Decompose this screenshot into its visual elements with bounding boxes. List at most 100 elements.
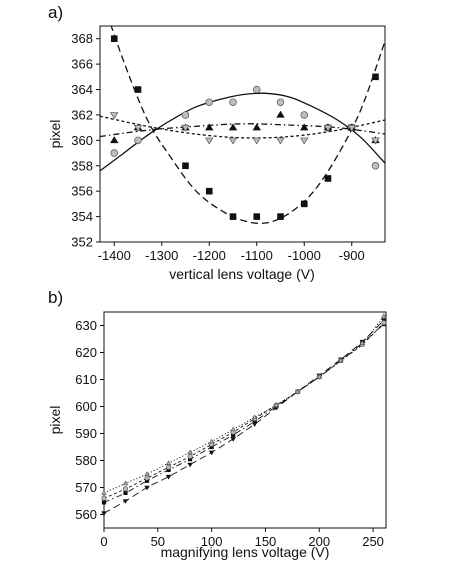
- x-tick-label: -1400: [98, 248, 131, 263]
- y-tick-label: 362: [71, 107, 93, 122]
- series-1-line: [110, 26, 385, 225]
- panel-b-y-axis-title: pixel: [47, 406, 63, 435]
- panel-a-label: a): [48, 3, 63, 22]
- x-tick-label: 200: [308, 534, 330, 549]
- series-1-point: [144, 485, 150, 491]
- series-4-point: [230, 426, 236, 432]
- series-4-point: [208, 438, 215, 444]
- series-1-point: [187, 462, 193, 468]
- panel-a-markers: [110, 35, 380, 220]
- series-2-point: [205, 98, 214, 106]
- series-3-line: [100, 123, 385, 138]
- series-4-point: [110, 112, 119, 120]
- x-tick-label: 150: [255, 534, 277, 549]
- panel-b-x-axis-title: magnifying lens voltage (V): [161, 544, 330, 560]
- series-4-line: [104, 315, 385, 494]
- panel-a-plot-frame: [99, 25, 386, 243]
- panel-b-markers: [101, 313, 387, 516]
- series-3-point: [228, 123, 238, 131]
- x-tick-label: -1000: [288, 248, 321, 263]
- panel-a-x-axis-title: vertical lens voltage (V): [169, 266, 315, 282]
- series-4-point: [251, 414, 258, 420]
- x-tick-label: -1200: [193, 248, 226, 263]
- y-tick-label: 356: [71, 184, 93, 199]
- series-4-point: [181, 124, 190, 132]
- series-3-point: [166, 464, 172, 470]
- series-1-point: [101, 511, 107, 516]
- series-2-point: [371, 162, 380, 170]
- panel-b-plot-frame: [103, 311, 387, 529]
- series-1-point: [372, 73, 379, 81]
- series-4-point: [294, 388, 301, 394]
- y-tick-label: 580: [75, 453, 97, 468]
- y-tick-label: 358: [71, 158, 93, 173]
- y-tick-label: 368: [71, 31, 93, 46]
- x-tick-label: -1100: [241, 248, 273, 263]
- series-1-point: [205, 187, 213, 195]
- series-2-point: [110, 149, 118, 157]
- series-4-point: [381, 313, 387, 318]
- series-3-point: [276, 110, 285, 118]
- series-4-point: [187, 449, 193, 455]
- series-2-point: [181, 111, 190, 119]
- series-4-point: [359, 340, 366, 345]
- y-tick-label: 354: [71, 209, 93, 224]
- panel-a-y-axis-title: pixel: [47, 120, 63, 149]
- panel-b-label: b): [48, 288, 63, 307]
- series-3-line: [104, 322, 385, 499]
- series-2-point: [276, 98, 285, 106]
- y-tick-label: 610: [75, 372, 97, 387]
- series-2-point: [229, 98, 237, 106]
- series-1-point: [230, 437, 236, 442]
- series-1-line: [104, 319, 385, 514]
- y-tick-label: 620: [75, 345, 97, 360]
- panel-b-ticks: 0 50 100 150 200 250 560 570 580 590 600 610 620 630: [75, 318, 384, 549]
- series-4-point: [165, 460, 172, 465]
- panel-a-fit-curves: [100, 26, 385, 225]
- series-4-point: [133, 124, 143, 132]
- series-4-point: [316, 374, 323, 379]
- series-1-point: [122, 499, 129, 504]
- x-tick-label: -1300: [145, 248, 178, 263]
- y-tick-label: 630: [75, 318, 97, 333]
- series-1-point: [110, 35, 118, 43]
- panel-b-lines: [104, 315, 385, 514]
- x-tick-label: 100: [201, 534, 223, 549]
- series-4-point: [101, 490, 107, 495]
- y-tick-label: 360: [71, 133, 93, 148]
- chart-panel-a: a) -1400 -1300 -1200 -1100 -1000 -900 352 354 35…: [47, 3, 386, 282]
- x-tick-label: 0: [100, 534, 107, 549]
- series-1-point: [229, 213, 237, 220]
- series-2-point: [101, 500, 107, 505]
- series-1-point: [182, 162, 189, 170]
- series-3-point: [110, 136, 119, 144]
- x-tick-label: 50: [151, 534, 165, 549]
- series-1-point: [208, 450, 215, 456]
- y-tick-label: 570: [75, 480, 97, 495]
- series-4-point: [205, 137, 214, 145]
- y-tick-label: 364: [71, 82, 93, 97]
- series-4-point: [276, 137, 285, 145]
- series-1-point: [134, 86, 142, 93]
- series-3-point: [144, 475, 150, 481]
- series-4-point: [144, 471, 150, 476]
- series-2-point: [253, 85, 261, 94]
- series-4-point: [323, 124, 333, 132]
- x-tick-label: 250: [362, 534, 384, 549]
- series-4-line: [100, 115, 385, 139]
- series-2-line: [100, 92, 385, 172]
- series-2-point: [134, 136, 142, 145]
- y-tick-label: 352: [71, 235, 93, 250]
- y-tick-label: 560: [75, 507, 97, 522]
- series-3-point: [187, 453, 193, 460]
- series-3-point: [381, 320, 387, 326]
- x-tick-label: -900: [339, 248, 365, 263]
- series-1-point: [253, 213, 261, 220]
- series-4-point: [228, 137, 238, 145]
- y-tick-label: 366: [71, 57, 93, 72]
- series-2-point: [300, 111, 309, 119]
- series-1-point: [277, 213, 284, 220]
- panel-a-ticks: -1400 -1300 -1200 -1100 -1000 -900 352 354 356 35…: [71, 31, 364, 263]
- series-4-point: [300, 137, 309, 145]
